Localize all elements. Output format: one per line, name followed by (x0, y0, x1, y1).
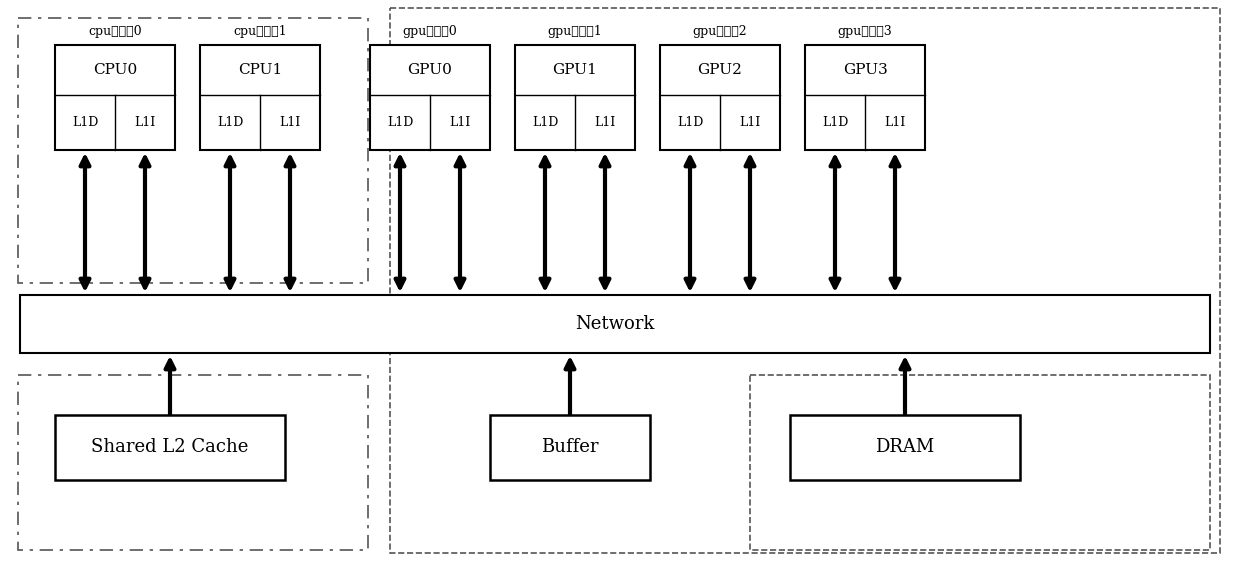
Text: gpu处理器3: gpu处理器3 (838, 25, 893, 38)
Text: L1D: L1D (677, 116, 703, 129)
Text: DRAM: DRAM (875, 438, 935, 456)
Text: cpu处理器1: cpu处理器1 (233, 25, 286, 38)
Text: CPU1: CPU1 (238, 63, 283, 77)
Text: gpu处理器2: gpu处理器2 (693, 25, 748, 38)
Bar (55, 415, 285, 480)
Text: L1I: L1I (279, 116, 300, 129)
Bar (805, 45, 925, 150)
Bar (515, 45, 635, 150)
Bar (391, 8, 1220, 553)
Text: Buffer: Buffer (541, 438, 599, 456)
Text: Shared L2 Cache: Shared L2 Cache (92, 438, 249, 456)
Text: gpu处理器1: gpu处理器1 (548, 25, 603, 38)
Bar (200, 45, 320, 150)
Bar (20, 295, 1210, 353)
Text: L1D: L1D (822, 116, 848, 129)
Text: L1D: L1D (532, 116, 558, 129)
Bar (55, 45, 175, 150)
Text: CPU0: CPU0 (93, 63, 138, 77)
Text: GPU3: GPU3 (843, 63, 888, 77)
Text: L1I: L1I (449, 116, 471, 129)
Bar (790, 415, 1021, 480)
Text: L1D: L1D (217, 116, 243, 129)
Bar (19, 18, 368, 283)
Text: L1I: L1I (594, 116, 615, 129)
Bar (19, 375, 368, 550)
Bar (490, 415, 650, 480)
Text: GPU0: GPU0 (408, 63, 453, 77)
Bar (660, 45, 780, 150)
Text: L1D: L1D (72, 116, 98, 129)
Text: L1D: L1D (387, 116, 413, 129)
Bar (750, 375, 1210, 550)
Text: Network: Network (575, 315, 655, 333)
Text: GPU2: GPU2 (698, 63, 743, 77)
Bar (370, 45, 490, 150)
Text: GPU1: GPU1 (553, 63, 598, 77)
Text: cpu处理器0: cpu处理器0 (88, 25, 141, 38)
Text: L1I: L1I (134, 116, 156, 129)
Text: gpu处理器0: gpu处理器0 (403, 25, 458, 38)
Text: L1I: L1I (739, 116, 760, 129)
Text: L1I: L1I (884, 116, 905, 129)
